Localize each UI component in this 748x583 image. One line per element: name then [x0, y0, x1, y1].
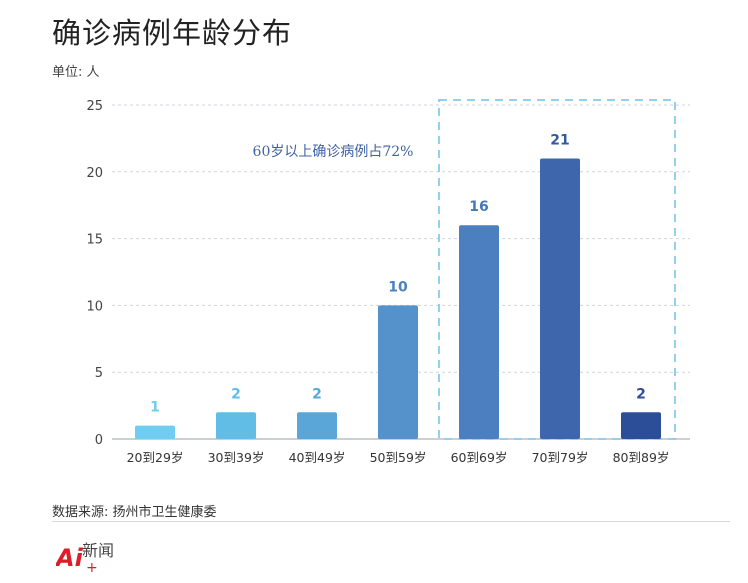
y-tick-label: 0 [95, 433, 103, 448]
x-tick-label: 20到29岁 [127, 450, 184, 465]
unit-label: 单位: 人 [52, 65, 100, 80]
annotation-label: 60岁以上确诊病例占72% [253, 144, 414, 160]
source-label: 数据来源: 扬州市卫生健康委 [52, 505, 217, 520]
bar-value-label: 21 [550, 132, 569, 148]
bar-20到29岁 [135, 425, 175, 439]
divider [52, 521, 730, 522]
x-tick-label: 70到79岁 [532, 450, 589, 465]
svg-text:Ai: Ai [56, 544, 84, 572]
bar-30到39岁 [216, 412, 256, 439]
y-tick-label: 25 [86, 99, 103, 114]
bar-chart: 0 5 10 15 20 25 60岁以上确诊病例占72% 1 20到29岁 2 30到39岁 2 40… [86, 99, 690, 465]
bar-40到49岁 [297, 412, 337, 439]
bar-value-label: 16 [469, 199, 488, 215]
x-tick-label: 40到49岁 [289, 450, 346, 465]
svg-text:新闻: 新闻 [82, 541, 114, 560]
bar-70到79岁 [540, 158, 580, 439]
bar-value-label: 1 [150, 400, 160, 416]
bar-60到69岁 [459, 225, 499, 439]
y-tick-label: 5 [95, 366, 103, 381]
y-tick-label: 10 [86, 299, 103, 314]
x-tick-label: 80到89岁 [613, 450, 670, 465]
bar-value-label: 2 [636, 386, 646, 402]
bar-value-label: 2 [312, 386, 322, 402]
bar-value-label: 2 [231, 386, 241, 402]
bar-50到59岁 [378, 305, 418, 439]
svg-text:+: + [86, 560, 98, 574]
x-tick-label: 50到59岁 [370, 450, 427, 465]
bar-80到89岁 [621, 412, 661, 439]
y-tick-label: 20 [86, 166, 103, 181]
y-tick-label: 15 [86, 233, 103, 248]
ai-news-logo-icon: Ai 新闻 + [56, 541, 114, 574]
x-tick-label: 60到69岁 [451, 450, 508, 465]
bar-value-label: 10 [388, 279, 408, 295]
x-tick-label: 30到39岁 [208, 450, 265, 465]
chart-title: 确诊病例年龄分布 [52, 16, 293, 50]
